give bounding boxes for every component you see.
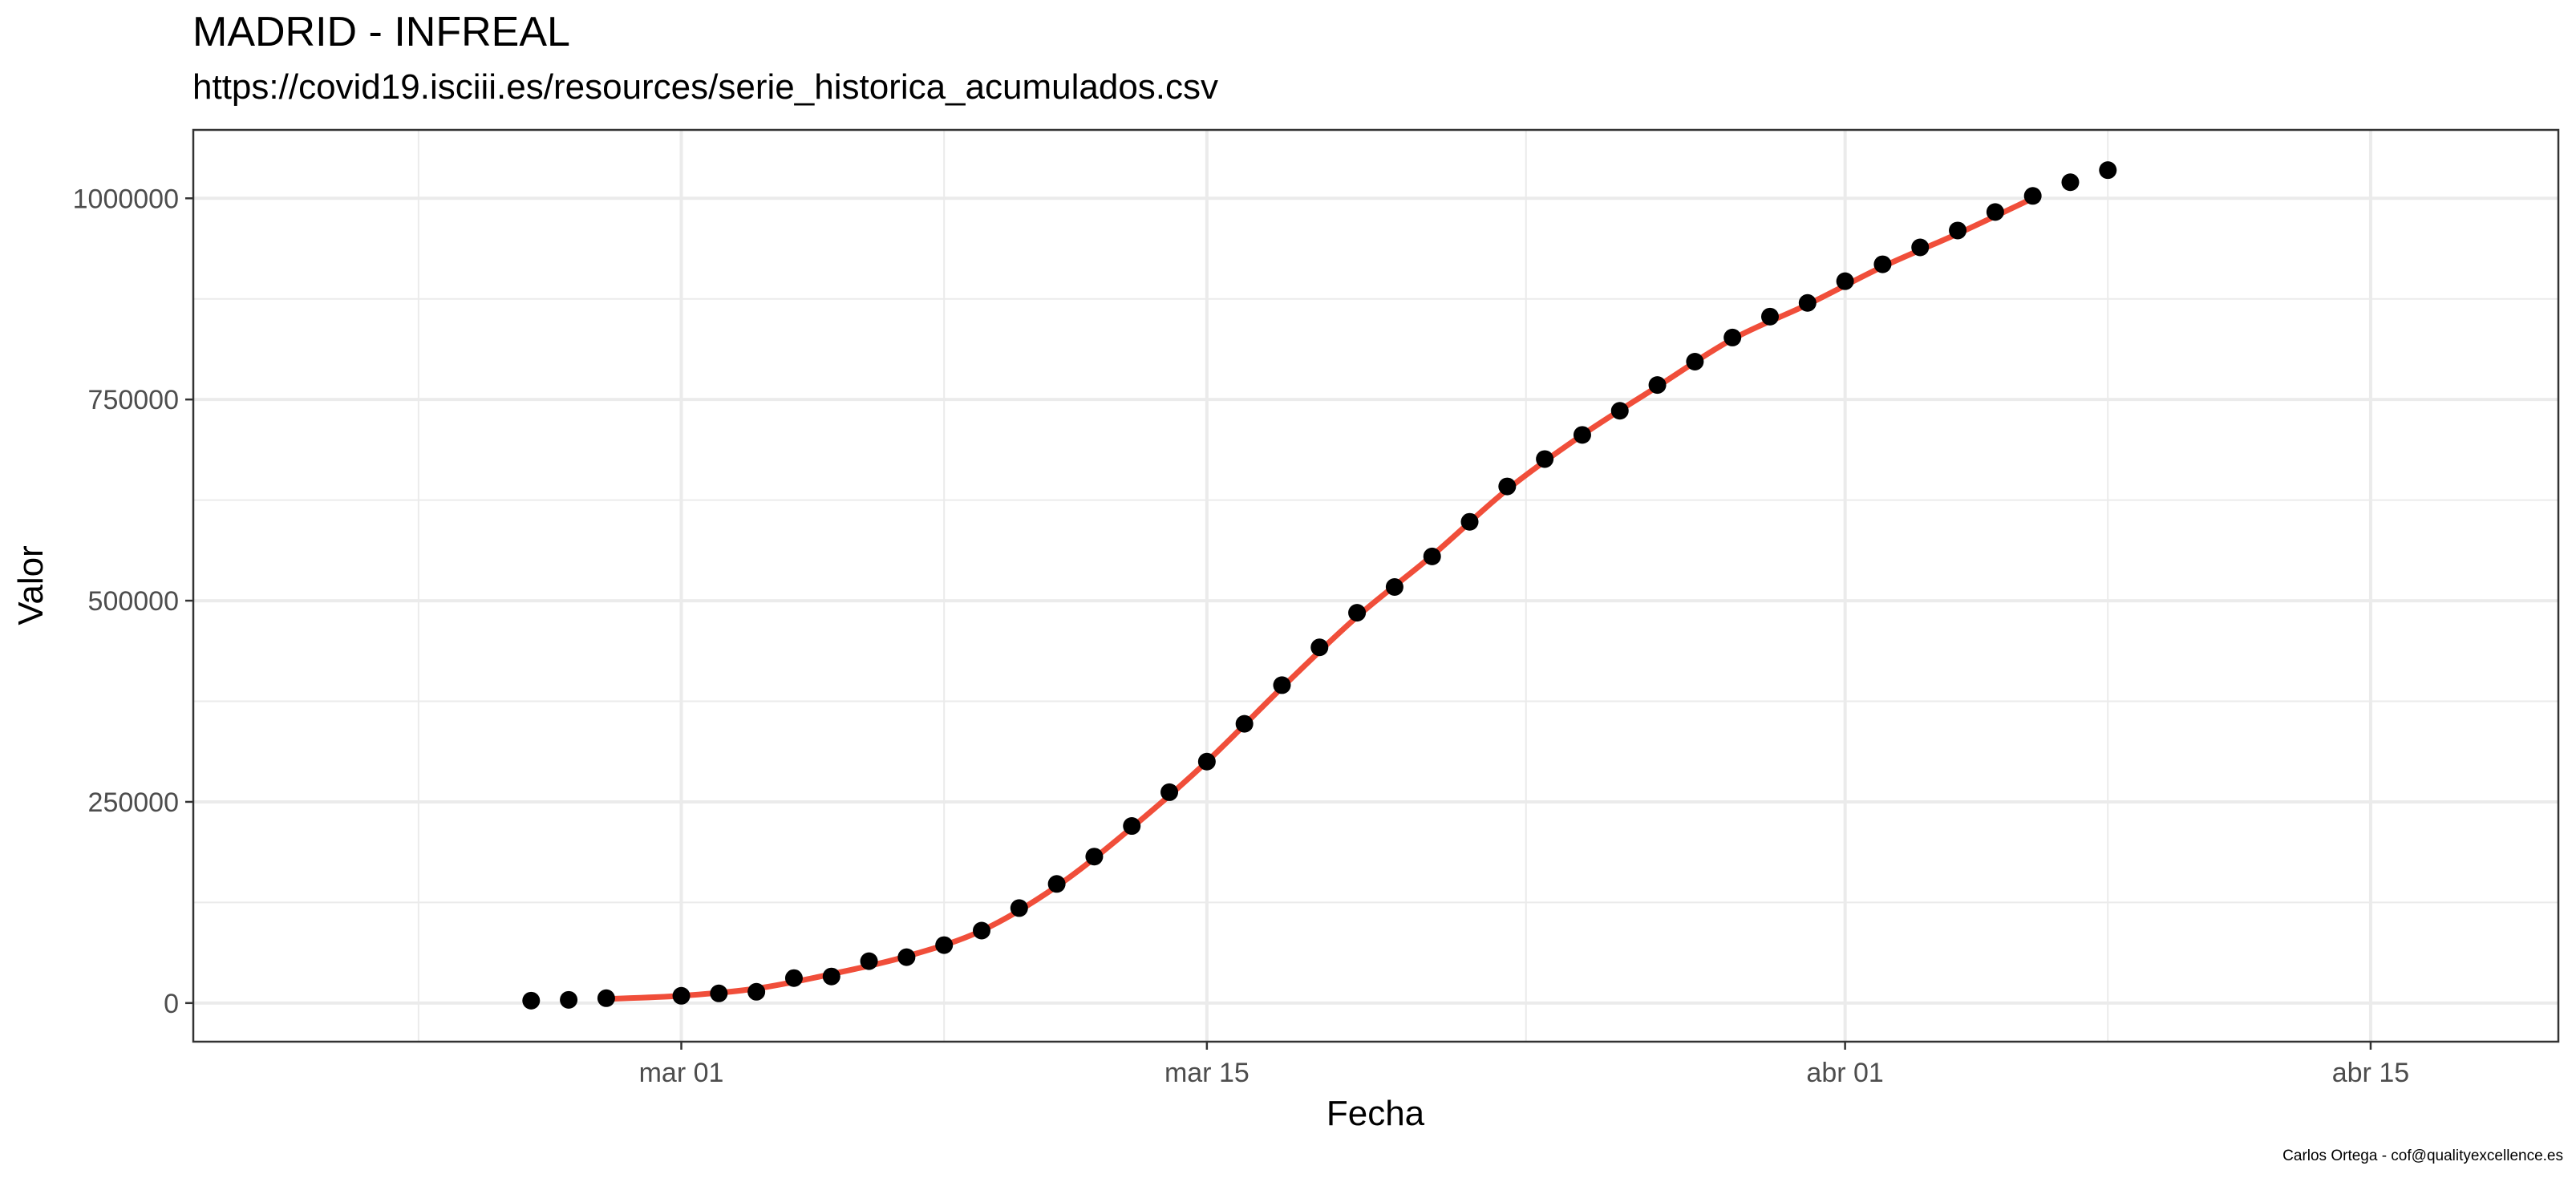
data-point: [1197, 752, 1216, 771]
data-point: [1986, 203, 2004, 221]
y-tick-label: 750000: [88, 385, 179, 415]
x-tick-label: mar 15: [1164, 1058, 1250, 1088]
panel-border: [192, 128, 2560, 1043]
data-point: [560, 990, 578, 1009]
data-points: [522, 161, 2117, 1010]
y-tick-label: 250000: [88, 787, 179, 818]
data-point: [2023, 187, 2042, 205]
data-point: [1873, 255, 1892, 273]
grid-lines: [193, 130, 2558, 1042]
data-point: [1423, 547, 1441, 565]
data-point: [1911, 238, 1930, 257]
data-point: [822, 967, 840, 986]
chart-subtitle: https://covid19.isciii.es/resources/seri…: [192, 67, 1219, 107]
data-point: [1123, 817, 1141, 836]
y-tick-label: 1000000: [73, 184, 179, 214]
x-axis-ticks: mar 01 mar 15 abr 01 abr 15: [639, 1042, 2409, 1088]
data-point: [2061, 173, 2080, 192]
x-tick-label: mar 01: [639, 1058, 724, 1088]
data-point: [1160, 783, 1179, 801]
data-point: [935, 936, 954, 954]
data-point: [784, 969, 803, 987]
data-point: [1536, 450, 1554, 468]
data-point: [1610, 402, 1629, 420]
data-point: [1798, 293, 1817, 312]
smooth-trend-line: [603, 195, 2036, 1002]
data-point: [597, 989, 615, 1007]
data-point: [1498, 477, 1517, 496]
data-point: [1047, 875, 1066, 893]
y-axis-ticks: 0 250000 500000 750000 1000000: [73, 184, 193, 1019]
data-point: [710, 984, 728, 1002]
y-tick-label: 500000: [88, 586, 179, 617]
x-tick-label: abr 01: [1806, 1058, 1883, 1088]
x-tick-label: abr 15: [2332, 1058, 2409, 1088]
data-point: [897, 948, 916, 966]
data-point: [1836, 272, 1854, 290]
data-point: [1385, 578, 1403, 597]
data-point: [1686, 353, 1704, 371]
y-axis-title: Valor: [11, 545, 51, 625]
data-point: [1348, 604, 1367, 622]
data-point: [973, 921, 990, 940]
data-point: [1761, 307, 1779, 326]
data-point: [522, 991, 541, 1010]
chart-title: MADRID - INFREAL: [192, 9, 570, 55]
data-point: [2099, 161, 2117, 180]
data-point: [1723, 328, 1742, 346]
chart-caption: Carlos Ortega - cof@qualityexcellence.es: [2282, 1148, 2563, 1164]
data-point: [1010, 899, 1028, 917]
data-point: [747, 982, 766, 1001]
data-point: [860, 952, 878, 970]
data-point: [1648, 376, 1667, 395]
data-point: [1460, 512, 1479, 531]
data-point: [1573, 426, 1591, 444]
data-point: [1949, 221, 1967, 240]
data-point: [672, 986, 691, 1005]
smooth-line-layer: [603, 195, 2036, 1002]
x-axis-title: Fecha: [1326, 1094, 1425, 1133]
data-point: [1085, 848, 1104, 866]
data-point: [1310, 638, 1329, 657]
y-tick-label: 0: [164, 989, 179, 1019]
data-point: [1273, 676, 1291, 694]
data-point: [1235, 714, 1254, 733]
